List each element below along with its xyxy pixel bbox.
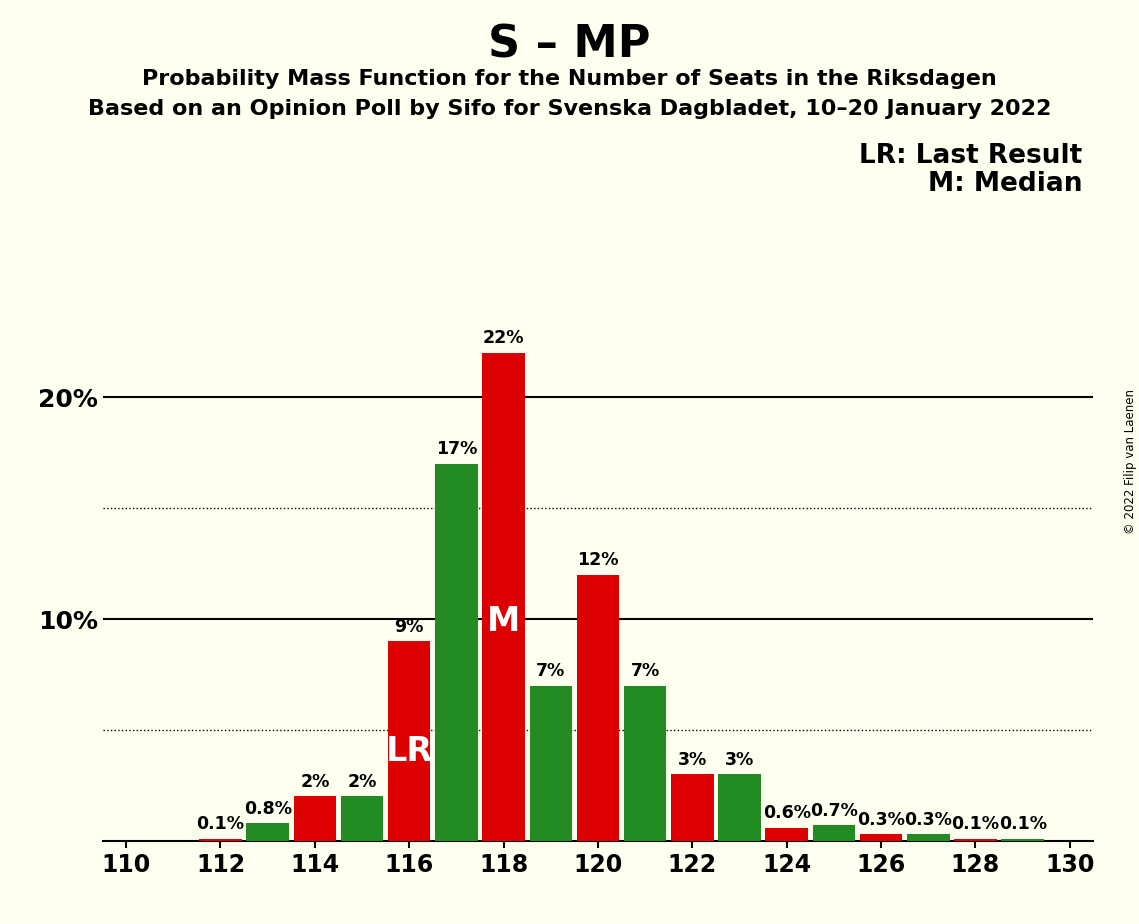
Text: 17%: 17% xyxy=(436,441,477,458)
Text: 2%: 2% xyxy=(347,773,377,791)
Text: 0.8%: 0.8% xyxy=(244,799,292,818)
Text: 0.1%: 0.1% xyxy=(999,815,1047,833)
Bar xyxy=(954,839,997,841)
Text: Probability Mass Function for the Number of Seats in the Riksdagen: Probability Mass Function for the Number… xyxy=(142,69,997,90)
Text: 22%: 22% xyxy=(483,330,524,347)
Bar xyxy=(576,575,620,841)
Text: © 2022 Filip van Laenen: © 2022 Filip van Laenen xyxy=(1124,390,1137,534)
Text: 0.1%: 0.1% xyxy=(197,815,245,833)
Bar xyxy=(860,834,902,841)
Text: 0.7%: 0.7% xyxy=(810,802,858,820)
Text: 0.6%: 0.6% xyxy=(763,804,811,822)
Text: 12%: 12% xyxy=(577,552,618,569)
Bar xyxy=(671,774,714,841)
Bar xyxy=(199,839,241,841)
Bar xyxy=(435,464,477,841)
Text: M: M xyxy=(487,605,521,638)
Bar xyxy=(294,796,336,841)
Text: Based on an Opinion Poll by Sifo for Svenska Dagbladet, 10–20 January 2022: Based on an Opinion Poll by Sifo for Sve… xyxy=(88,99,1051,119)
Text: 3%: 3% xyxy=(724,751,754,769)
Bar xyxy=(719,774,761,841)
Bar xyxy=(812,825,855,841)
Text: 0.3%: 0.3% xyxy=(858,810,906,829)
Bar xyxy=(624,686,666,841)
Bar xyxy=(1001,839,1044,841)
Text: 7%: 7% xyxy=(536,663,565,680)
Bar xyxy=(530,686,572,841)
Text: LR: Last Result: LR: Last Result xyxy=(859,143,1082,169)
Text: M: Median: M: Median xyxy=(927,171,1082,197)
Text: 0.1%: 0.1% xyxy=(951,815,999,833)
Bar xyxy=(483,353,525,841)
Text: 9%: 9% xyxy=(394,618,424,636)
Text: 3%: 3% xyxy=(678,751,707,769)
Bar xyxy=(341,796,383,841)
Text: LR: LR xyxy=(386,735,433,768)
Bar xyxy=(388,641,431,841)
Bar xyxy=(907,834,950,841)
Text: 0.3%: 0.3% xyxy=(904,810,952,829)
Text: 7%: 7% xyxy=(631,663,659,680)
Text: 2%: 2% xyxy=(301,773,329,791)
Bar xyxy=(765,828,808,841)
Text: S – MP: S – MP xyxy=(489,23,650,67)
Bar xyxy=(246,823,289,841)
